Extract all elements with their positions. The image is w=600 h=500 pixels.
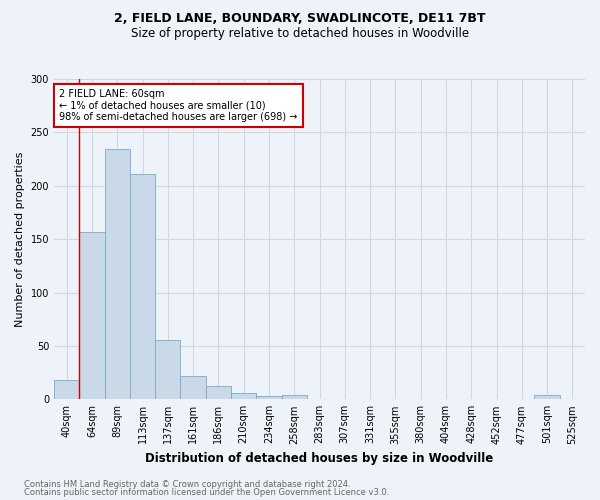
Bar xyxy=(155,340,181,400)
Bar xyxy=(181,376,206,400)
Bar xyxy=(130,174,155,400)
Bar xyxy=(256,396,281,400)
Text: Size of property relative to detached houses in Woodville: Size of property relative to detached ho… xyxy=(131,28,469,40)
Bar xyxy=(281,395,307,400)
Bar xyxy=(54,380,79,400)
Bar xyxy=(206,386,231,400)
Text: Contains HM Land Registry data © Crown copyright and database right 2024.: Contains HM Land Registry data © Crown c… xyxy=(24,480,350,489)
Y-axis label: Number of detached properties: Number of detached properties xyxy=(15,152,25,327)
Bar xyxy=(231,393,256,400)
Text: 2, FIELD LANE, BOUNDARY, SWADLINCOTE, DE11 7BT: 2, FIELD LANE, BOUNDARY, SWADLINCOTE, DE… xyxy=(114,12,486,26)
Text: Contains public sector information licensed under the Open Government Licence v3: Contains public sector information licen… xyxy=(24,488,389,497)
X-axis label: Distribution of detached houses by size in Woodville: Distribution of detached houses by size … xyxy=(145,452,494,465)
Text: 2 FIELD LANE: 60sqm
← 1% of detached houses are smaller (10)
98% of semi-detache: 2 FIELD LANE: 60sqm ← 1% of detached hou… xyxy=(59,88,298,122)
Bar xyxy=(535,395,560,400)
Bar xyxy=(79,232,104,400)
Bar xyxy=(104,150,130,400)
